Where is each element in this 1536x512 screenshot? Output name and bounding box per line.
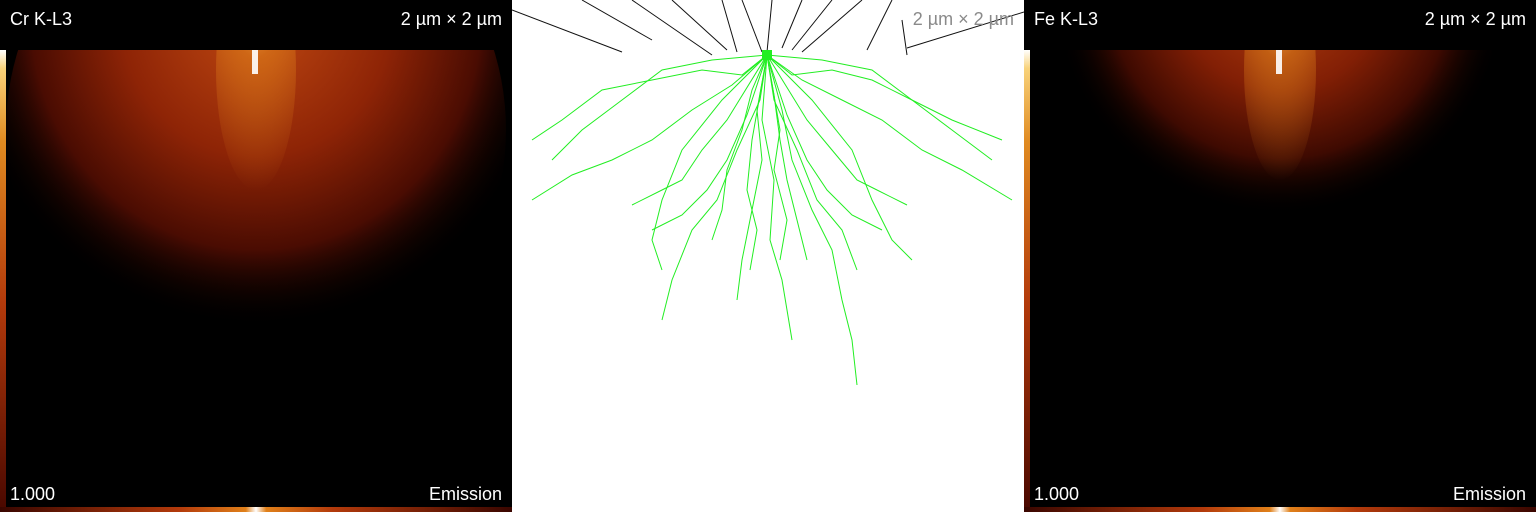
electron-trajectories <box>531 54 1013 386</box>
incident-beam-lines <box>512 0 1024 56</box>
cr-mode-label: Emission <box>428 484 502 504</box>
cr-element-label: Cr K-L3 <box>10 9 73 29</box>
fe-range-label: 1.000 <box>1034 484 1080 504</box>
cr-scale-label: 2 µm × 2 µm <box>400 9 502 29</box>
cr-emission-map <box>6 50 506 390</box>
fe-scale-label: 2 µm × 2 µm <box>1424 9 1526 29</box>
cr-emission-panel: Cr K-L3 2 µm × 2 µm 1.000 Emission <box>0 0 512 512</box>
trajectory-panel: 2 µm × 2 µm <box>512 0 1024 512</box>
trajectory-scale-label: 2 µm × 2 µm <box>912 9 1014 29</box>
cr-vertical-colorbar <box>0 50 6 510</box>
fe-emission-panel: Fe K-L3 2 µm × 2 µm 1.000 Emission <box>1024 0 1536 512</box>
fe-horizontal-colorbar <box>1024 507 1536 512</box>
cr-horizontal-colorbar <box>0 507 512 512</box>
beam-spot <box>762 50 772 60</box>
fe-mode-label: Emission <box>1452 484 1526 504</box>
fe-vertical-colorbar <box>1024 50 1030 510</box>
fe-emission-map <box>1060 50 1500 330</box>
cr-range-label: 1.000 <box>10 484 56 504</box>
fe-element-label: Fe K-L3 <box>1034 9 1099 29</box>
trajectory-plot <box>512 0 1024 386</box>
